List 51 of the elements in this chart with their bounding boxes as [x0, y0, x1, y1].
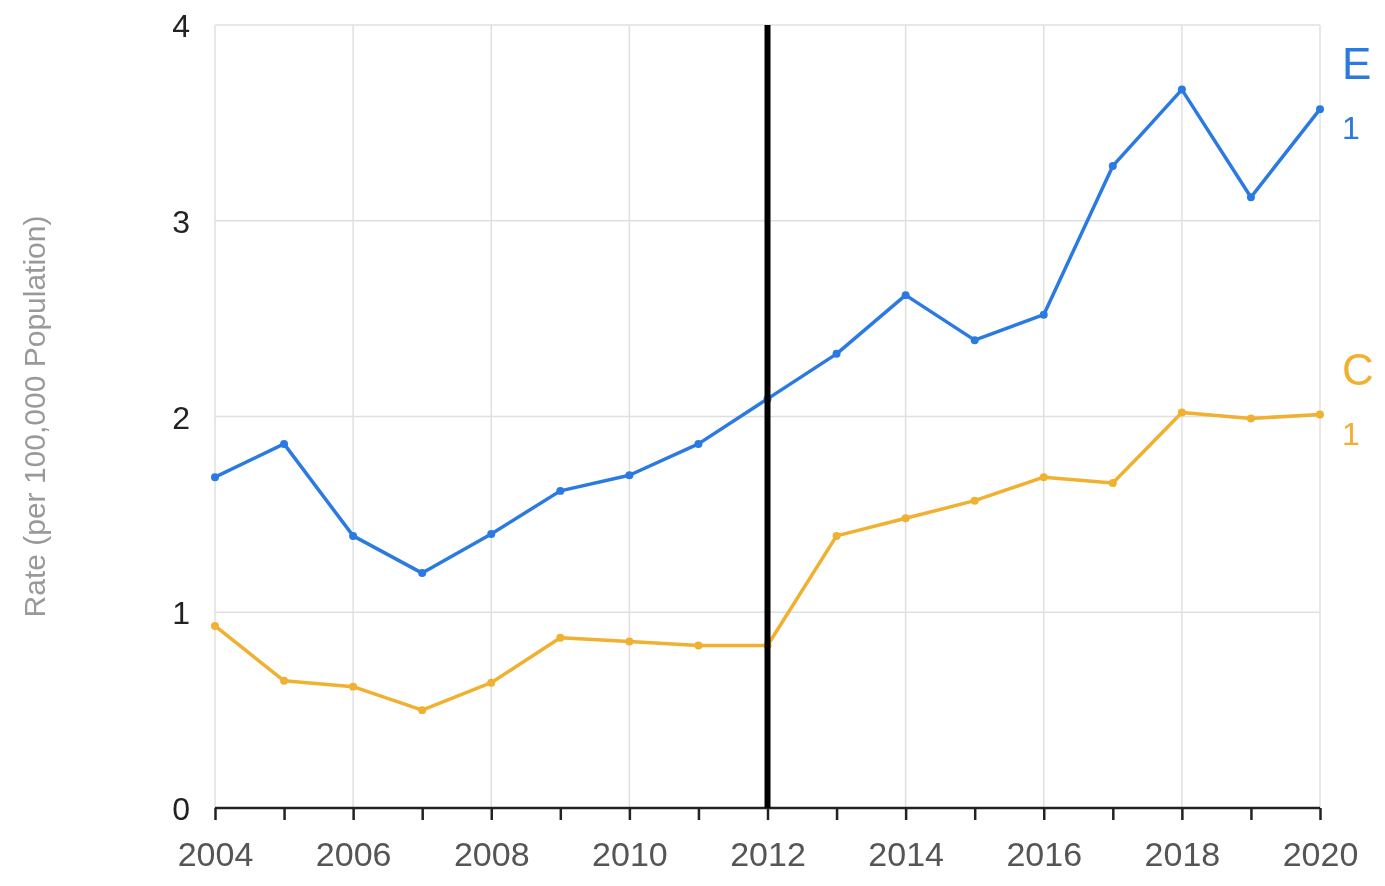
- x-tick-label: 2012: [730, 835, 806, 874]
- y-tick-label: 3: [172, 203, 190, 240]
- point: [1108, 479, 1117, 488]
- point: [625, 471, 634, 480]
- point: [832, 349, 841, 358]
- point: [349, 682, 358, 691]
- x-tick-label: 2010: [592, 835, 668, 874]
- x-tick-label: 2016: [1006, 835, 1083, 874]
- point: [280, 439, 289, 448]
- x-tick-label: 2014: [868, 835, 944, 874]
- x-tick-label: 2006: [315, 835, 392, 874]
- point: [1316, 410, 1324, 419]
- point: [1177, 85, 1186, 94]
- text: 1: [1342, 415, 1360, 452]
- point: [901, 291, 910, 300]
- point: [694, 641, 703, 650]
- y-tick-label: 0: [172, 791, 190, 827]
- point: [1177, 408, 1186, 417]
- point: [832, 531, 841, 540]
- y-tick-label: 1: [172, 595, 190, 632]
- point: [556, 633, 565, 642]
- y-tick-label: 4: [172, 8, 190, 44]
- point: [556, 486, 565, 495]
- point: [418, 706, 427, 715]
- point: [1039, 473, 1048, 482]
- text: 1: [1342, 110, 1360, 147]
- x-tick-label: 2020: [1282, 835, 1359, 874]
- point: [211, 473, 219, 482]
- x-tick-label: 2008: [453, 835, 530, 874]
- point: [1246, 193, 1255, 202]
- point: [970, 336, 979, 345]
- y-tick-label: 2: [172, 399, 190, 436]
- point: [349, 531, 358, 540]
- point: [694, 439, 703, 448]
- point: [1108, 161, 1117, 170]
- series-label: C: [1342, 344, 1374, 394]
- y-axis-title: Rate (per 100,000 Population): [18, 215, 51, 618]
- point: [901, 514, 910, 523]
- point: [1039, 310, 1048, 319]
- series-label: E: [1342, 39, 1372, 89]
- point: [280, 676, 289, 685]
- point: [211, 621, 219, 630]
- point: [970, 496, 979, 505]
- x-tick-label: 2004: [177, 835, 254, 874]
- point: [1246, 414, 1255, 423]
- point: [487, 678, 496, 687]
- point: [418, 569, 427, 578]
- point: [625, 637, 634, 646]
- point: [487, 529, 496, 538]
- point: [1316, 105, 1324, 114]
- x-tick-label: 2018: [1144, 835, 1221, 874]
